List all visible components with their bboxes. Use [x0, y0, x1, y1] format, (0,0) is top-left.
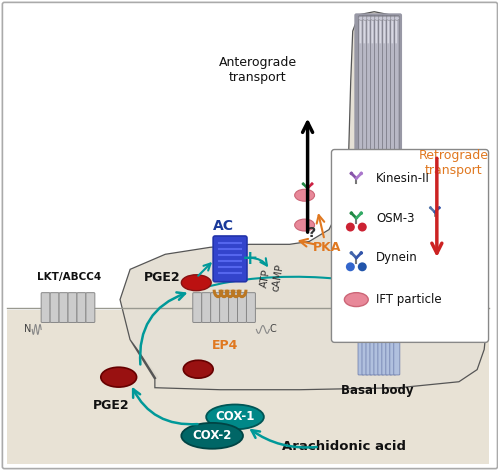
Circle shape — [350, 251, 353, 255]
Text: LKT/ABCC4: LKT/ABCC4 — [37, 272, 101, 282]
Ellipse shape — [294, 219, 314, 231]
FancyBboxPatch shape — [364, 18, 365, 43]
Ellipse shape — [362, 16, 368, 20]
Text: PGE2: PGE2 — [144, 271, 181, 284]
FancyBboxPatch shape — [213, 236, 247, 282]
FancyBboxPatch shape — [388, 18, 389, 43]
FancyBboxPatch shape — [228, 292, 237, 323]
Circle shape — [429, 206, 432, 209]
Polygon shape — [120, 12, 486, 389]
FancyBboxPatch shape — [394, 16, 399, 288]
Text: C: C — [270, 325, 276, 334]
Text: COX-2: COX-2 — [192, 429, 232, 442]
Ellipse shape — [184, 360, 213, 378]
Ellipse shape — [358, 16, 364, 20]
FancyBboxPatch shape — [378, 16, 383, 288]
FancyBboxPatch shape — [386, 16, 391, 288]
FancyBboxPatch shape — [374, 287, 380, 375]
Ellipse shape — [370, 16, 376, 20]
Circle shape — [350, 211, 353, 215]
FancyBboxPatch shape — [372, 18, 373, 43]
FancyBboxPatch shape — [77, 292, 86, 323]
Circle shape — [346, 223, 355, 232]
FancyBboxPatch shape — [210, 292, 220, 323]
Ellipse shape — [182, 423, 243, 449]
FancyBboxPatch shape — [363, 16, 368, 288]
Ellipse shape — [390, 16, 396, 20]
FancyBboxPatch shape — [378, 287, 384, 375]
FancyBboxPatch shape — [68, 292, 77, 323]
Ellipse shape — [366, 16, 372, 20]
Circle shape — [360, 251, 363, 255]
Text: EP4: EP4 — [212, 340, 238, 352]
Text: ?: ? — [308, 226, 316, 240]
Text: N: N — [24, 325, 31, 334]
Text: Arachidonic acid: Arachidonic acid — [282, 440, 406, 453]
Ellipse shape — [206, 405, 264, 430]
FancyBboxPatch shape — [246, 292, 256, 323]
Text: cAMP: cAMP — [270, 263, 285, 292]
Ellipse shape — [182, 275, 211, 291]
FancyBboxPatch shape — [380, 18, 381, 43]
Text: IFT particle: IFT particle — [376, 293, 442, 306]
FancyBboxPatch shape — [370, 287, 376, 375]
Circle shape — [310, 182, 314, 185]
Ellipse shape — [422, 179, 442, 191]
Circle shape — [346, 262, 355, 271]
Text: Basal body: Basal body — [341, 384, 413, 397]
Ellipse shape — [394, 16, 400, 20]
Ellipse shape — [374, 16, 380, 20]
Polygon shape — [8, 309, 488, 463]
Text: COX-1: COX-1 — [216, 410, 254, 423]
Text: PGE2: PGE2 — [92, 399, 129, 412]
Circle shape — [360, 171, 363, 175]
FancyBboxPatch shape — [59, 292, 68, 323]
Circle shape — [360, 211, 363, 215]
Ellipse shape — [294, 189, 314, 201]
Ellipse shape — [101, 367, 136, 387]
Circle shape — [302, 182, 304, 185]
Circle shape — [358, 262, 367, 271]
FancyBboxPatch shape — [382, 287, 388, 375]
FancyBboxPatch shape — [354, 13, 402, 297]
FancyBboxPatch shape — [86, 292, 95, 323]
FancyBboxPatch shape — [390, 287, 396, 375]
Text: +: + — [242, 249, 258, 268]
FancyBboxPatch shape — [382, 16, 387, 288]
FancyBboxPatch shape — [358, 287, 364, 375]
Ellipse shape — [382, 16, 388, 20]
FancyBboxPatch shape — [368, 18, 369, 43]
FancyBboxPatch shape — [50, 292, 59, 323]
FancyBboxPatch shape — [396, 18, 397, 43]
Ellipse shape — [386, 16, 392, 20]
Text: Anterograde
transport: Anterograde transport — [219, 56, 297, 84]
FancyBboxPatch shape — [392, 18, 393, 43]
FancyBboxPatch shape — [362, 287, 368, 375]
FancyBboxPatch shape — [360, 18, 361, 43]
Text: Retrograde
transport: Retrograde transport — [418, 148, 488, 177]
FancyBboxPatch shape — [220, 292, 228, 323]
Text: Dynein: Dynein — [376, 252, 418, 264]
FancyBboxPatch shape — [366, 287, 372, 375]
Ellipse shape — [417, 249, 437, 261]
Text: Kinesin-II: Kinesin-II — [376, 172, 430, 185]
FancyBboxPatch shape — [386, 287, 392, 375]
Text: PKA: PKA — [314, 242, 342, 254]
Circle shape — [358, 223, 367, 232]
FancyBboxPatch shape — [238, 292, 246, 323]
Circle shape — [438, 206, 440, 209]
FancyBboxPatch shape — [359, 16, 364, 288]
FancyBboxPatch shape — [41, 292, 50, 323]
FancyBboxPatch shape — [193, 292, 202, 323]
FancyBboxPatch shape — [202, 292, 210, 323]
FancyBboxPatch shape — [367, 16, 371, 288]
Circle shape — [350, 171, 353, 175]
Text: ATP: ATP — [260, 268, 272, 288]
FancyBboxPatch shape — [370, 16, 375, 288]
Polygon shape — [120, 12, 486, 389]
FancyBboxPatch shape — [390, 16, 395, 288]
FancyBboxPatch shape — [374, 16, 379, 288]
Ellipse shape — [344, 292, 368, 307]
FancyBboxPatch shape — [384, 18, 385, 43]
